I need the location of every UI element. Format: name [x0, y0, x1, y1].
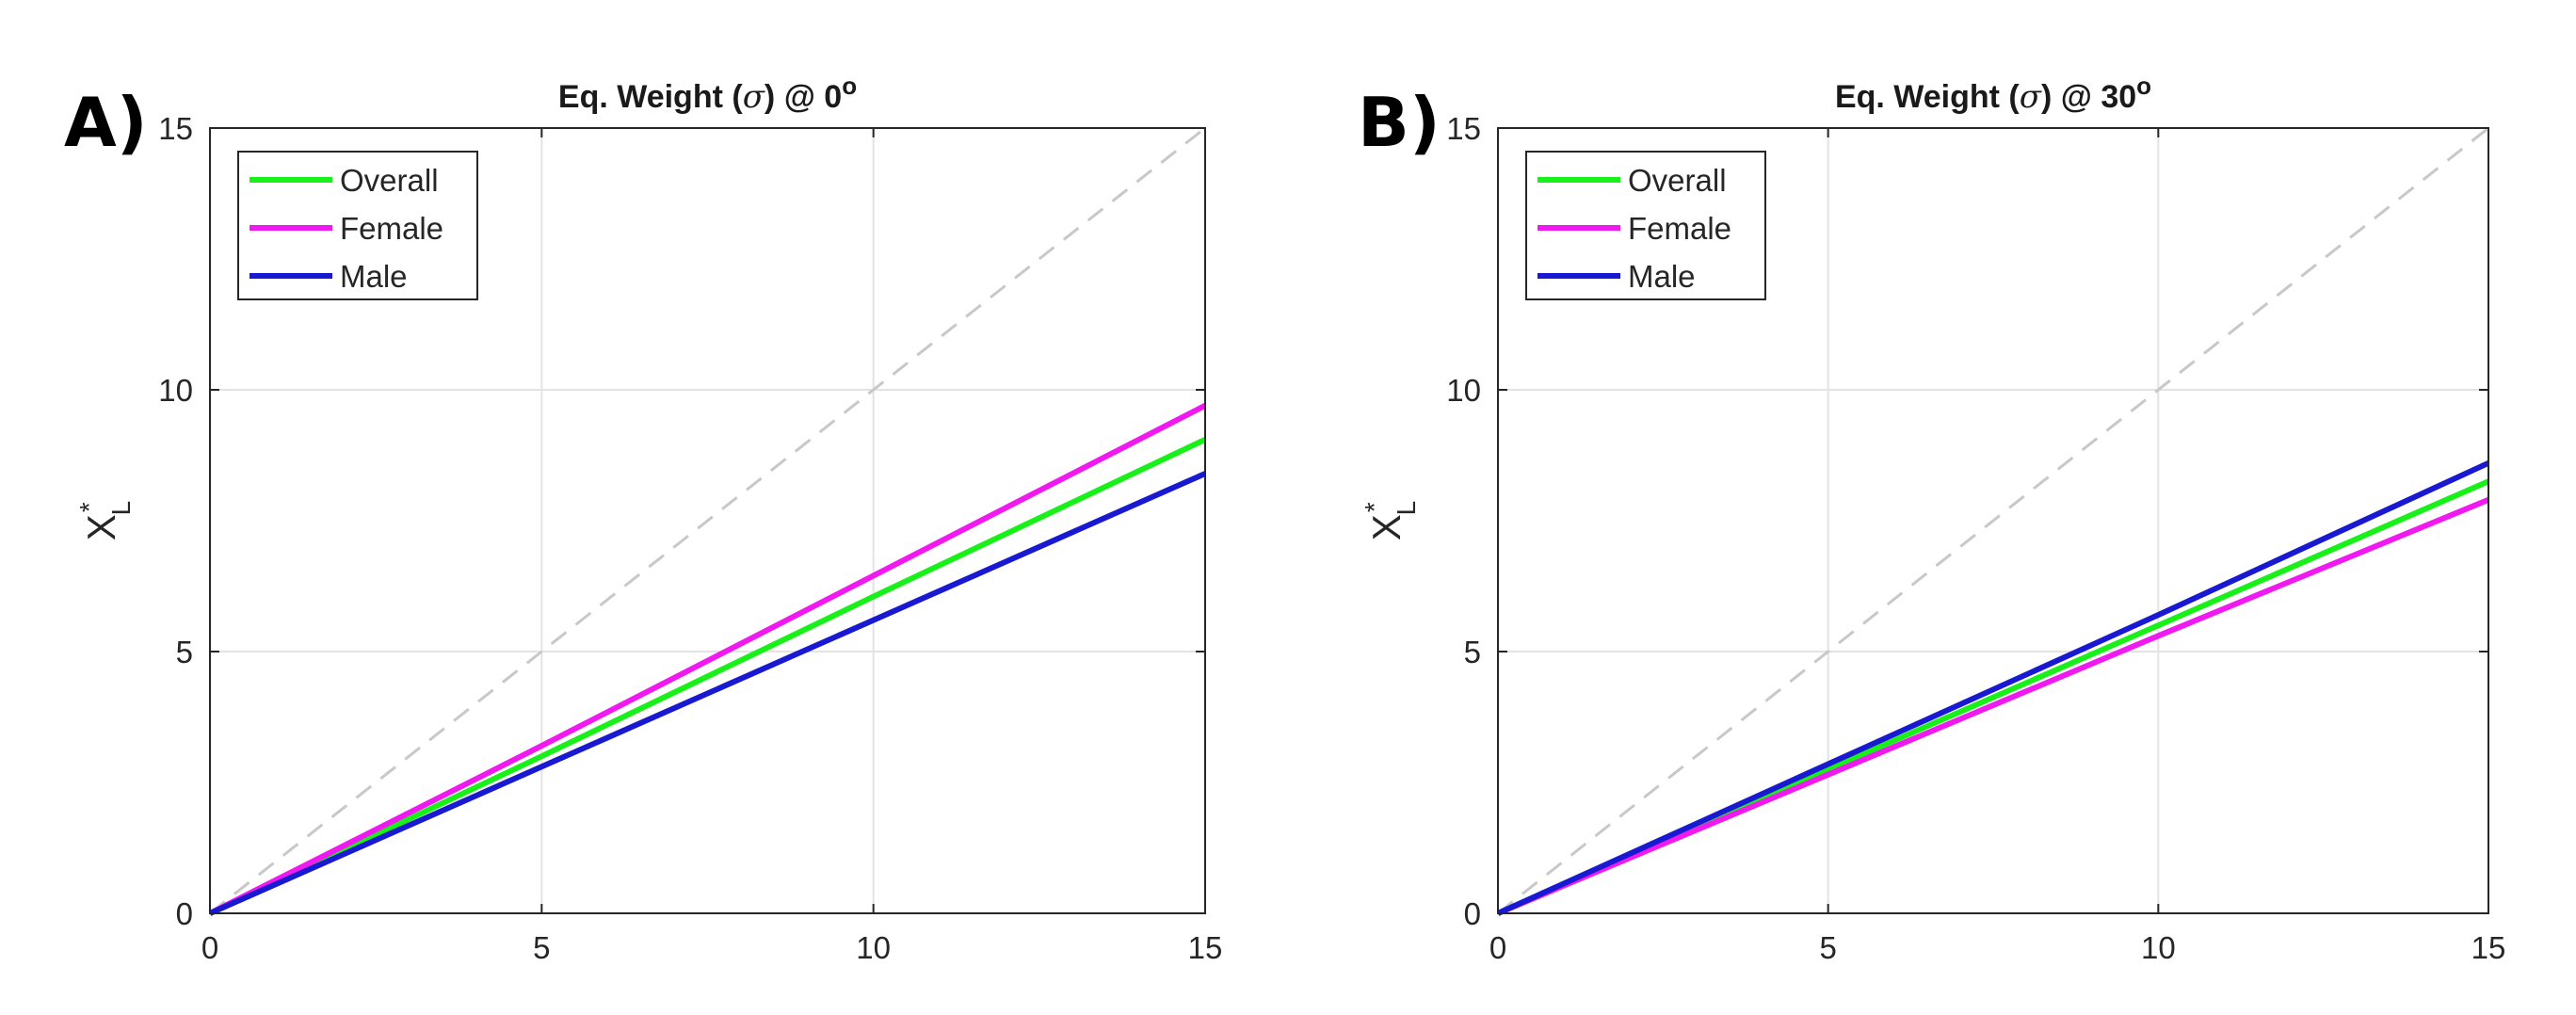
ylabel-x: X	[79, 514, 123, 540]
x-tick-label: 5	[1819, 930, 1836, 965]
x-tick-label: 0	[1489, 930, 1506, 965]
series-line-overall	[208, 437, 1207, 916]
x-tick-label: 15	[1188, 930, 1223, 965]
title-sigma: σ	[743, 78, 765, 116]
title-sigma: σ	[2020, 78, 2042, 116]
legend-label-overall: Overall	[1628, 163, 1727, 198]
ylabel-superscript: *	[1360, 502, 1389, 512]
panel-label: B)	[1358, 83, 1441, 162]
title-angle: ) @ 30	[2041, 79, 2136, 115]
series-line-male	[1496, 460, 2490, 916]
ylabel-x: X	[1364, 514, 1409, 540]
title-angle: ) @ 0	[765, 79, 842, 115]
y-axis-label: X * L	[74, 501, 136, 541]
axes-box	[209, 127, 1206, 914]
ylabel-subscript: L	[1392, 501, 1421, 516]
series-line-male	[208, 471, 1207, 916]
chart-title: Eq. Weight (σ) @ 0o	[558, 72, 857, 116]
x-tick-label: 5	[533, 930, 550, 965]
y-tick-label: 15	[1446, 111, 1481, 146]
title-prefix: Eq. Weight (	[558, 79, 743, 115]
y-tick-label: 10	[1446, 373, 1481, 408]
y-tick-label: 10	[158, 373, 193, 408]
legend-label-female: Female	[340, 211, 443, 246]
y-tick-label: 5	[176, 635, 193, 669]
y-tick-label: 5	[1464, 635, 1481, 669]
y-tick-label: 0	[176, 896, 193, 931]
ylabel-subscript: L	[106, 501, 136, 516]
title-degree-symbol: o	[2136, 72, 2151, 100]
ylabel-superscript: *	[74, 502, 104, 512]
legend-label-male: Male	[340, 259, 408, 294]
identity-reference-line	[209, 126, 1206, 915]
title-prefix: Eq. Weight (	[1835, 79, 2020, 115]
chart-title: Eq. Weight (σ) @ 30o	[1835, 72, 2151, 116]
axes-box	[1497, 127, 2489, 914]
chart-panel-a: A) 0 5 10 15 0 5 10 15 Eq. Weight (σ) @ 0o X * L Over…	[64, 72, 1222, 965]
chart-panel-b: B) 0 5 10 15 0 5 10 15 Eq. Weight (σ) @ 30o X * L Ove…	[1358, 72, 2505, 965]
identity-reference-line	[1497, 126, 2489, 915]
legend-label-overall: Overall	[340, 163, 439, 198]
panel-label: A)	[64, 83, 148, 162]
x-tick-label: 0	[201, 930, 218, 965]
x-tick-label: 10	[856, 930, 891, 965]
series-line-female	[1496, 497, 2490, 916]
y-tick-label: 0	[1464, 896, 1481, 931]
legend-label-female: Female	[1628, 211, 1731, 246]
series-line-female	[208, 403, 1207, 916]
title-degree-symbol: o	[842, 72, 857, 100]
x-tick-label: 15	[2471, 930, 2506, 965]
legend-label-male: Male	[1628, 259, 1696, 294]
x-tick-label: 10	[2141, 930, 2176, 965]
y-axis-label: X * L	[1360, 501, 1421, 541]
y-tick-label: 15	[158, 111, 193, 146]
